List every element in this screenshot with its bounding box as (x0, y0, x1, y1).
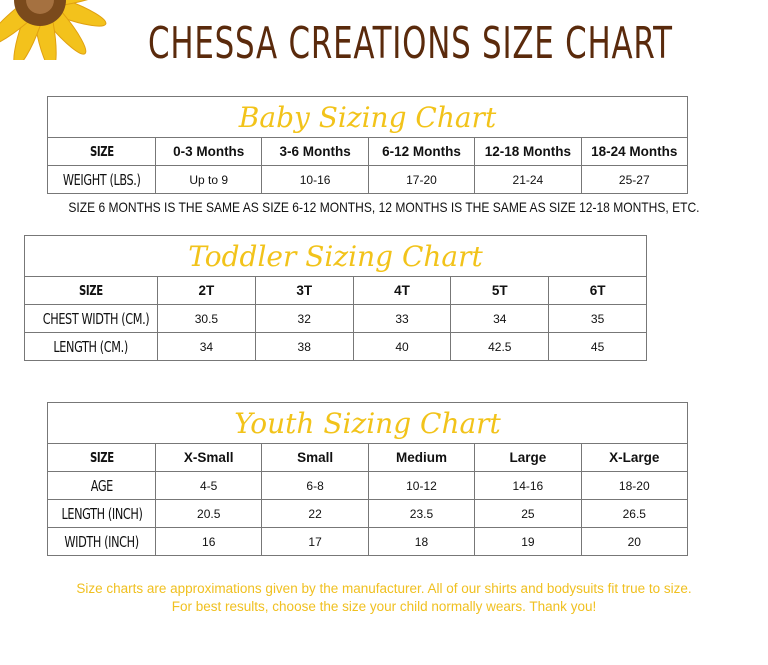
table-row: AGE 4-5 6-8 10-12 14-16 18-20 (47, 471, 689, 500)
table-cell: 25-27 (580, 165, 689, 194)
table-cell: 10-16 (261, 165, 369, 194)
table-cell: 38 (254, 332, 354, 361)
row-label-text: LENGTH (CM.) (53, 337, 129, 356)
row-label-text: LENGTH (INCH) (61, 504, 143, 523)
table-cell: 26.5 (580, 499, 689, 528)
sunflower-image (0, 0, 110, 60)
table-row: WEIGHT (LBS.) Up to 9 10-16 17-20 21-24 25-27 (47, 165, 689, 194)
youth-size-table: Youth Sizing Chart SIZE X-Small Small Medium… (47, 402, 689, 556)
table-cell: Small (261, 443, 369, 472)
table-cell: X-Large (580, 443, 689, 472)
page-title: CHESSA CREATIONS SIZE CHART (148, 18, 673, 69)
table-cell: 6T (548, 276, 647, 305)
size-note-text: SIZE 6 MONTHS IS THE SAME AS SIZE 6-12 M… (68, 199, 700, 215)
row-label: SIZE (24, 276, 158, 305)
table-cell: 3T (254, 276, 354, 305)
table-caption: Youth Sizing Chart (47, 402, 688, 444)
table-cell: 4-5 (154, 471, 263, 500)
table-row: WIDTH (INCH) 16 17 18 19 20 (47, 527, 689, 556)
table-cell: 32 (254, 304, 354, 333)
row-label-text: WEIGHT (LBS.) (62, 170, 141, 189)
footer-line-2: For best results, choose the size your c… (171, 599, 597, 614)
row-label: SIZE (47, 443, 156, 472)
row-label: LENGTH (CM.) (24, 332, 158, 361)
table-cell: 3-6 Months (261, 137, 369, 166)
table-cell: 2T (157, 276, 256, 305)
table-cell: 18-20 (580, 471, 689, 500)
row-label-text: SIZE (89, 143, 114, 160)
table-cell: 14-16 (474, 471, 582, 500)
footer-line-1: Size charts are approximations given by … (76, 581, 692, 596)
header-row: SIZE 0-3 Months 3-6 Months 6-12 Months 12-18… (47, 137, 689, 166)
table-cell: 6-8 (261, 471, 369, 500)
table-cell: X-Small (154, 443, 263, 472)
baby-size-table: Baby Sizing Chart SIZE 0-3 Months 3-6 Month… (47, 96, 689, 194)
table-caption: Baby Sizing Chart (47, 96, 688, 138)
table-cell: 20.5 (154, 499, 263, 528)
table-cell: 17-20 (367, 165, 476, 194)
table-cell: 4T (352, 276, 452, 305)
row-label-text: WIDTH (INCH) (64, 532, 139, 551)
table-cell: 30.5 (157, 304, 256, 333)
table-caption: Toddler Sizing Chart (24, 235, 647, 277)
table-cell: 21-24 (474, 165, 582, 194)
table-cell: 42.5 (450, 332, 550, 361)
table-cell: 16 (154, 527, 263, 556)
row-label: CHEST WIDTH (CM.) (24, 304, 158, 333)
table-cell: 34 (157, 332, 256, 361)
table-cell: 33 (352, 304, 452, 333)
table-cell: Up to 9 (154, 165, 263, 194)
table-cell: 45 (548, 332, 647, 361)
row-label-text: SIZE (79, 282, 103, 299)
table-cell: 5T (450, 276, 550, 305)
table-row: LENGTH (INCH) 20.5 22 23.5 25 26.5 (47, 499, 689, 528)
row-label: WIDTH (INCH) (47, 527, 156, 556)
toddler-size-table: Toddler Sizing Chart SIZE 2T 3T 4T 5T 6T CHEST … (24, 235, 647, 361)
table-cell: 19 (474, 527, 582, 556)
table-cell: Large (474, 443, 582, 472)
row-label: LENGTH (INCH) (47, 499, 156, 528)
table-row: CHEST WIDTH (CM.) 30.5 32 33 34 35 (24, 304, 647, 333)
table-cell: 40 (352, 332, 452, 361)
row-label: WEIGHT (LBS.) (47, 165, 156, 194)
table-cell: 22 (261, 499, 369, 528)
table-cell: 0-3 Months (154, 137, 263, 166)
row-label-text: SIZE (89, 449, 114, 466)
table-row: LENGTH (CM.) 34 38 40 42.5 45 (24, 332, 647, 361)
table-cell: 34 (450, 304, 550, 333)
header-row: SIZE 2T 3T 4T 5T 6T (24, 276, 647, 305)
table-cell: 25 (474, 499, 582, 528)
table-cell: 10-12 (367, 471, 476, 500)
header-row: SIZE X-Small Small Medium Large X-Large (47, 443, 689, 472)
row-label: AGE (47, 471, 156, 500)
table-cell: 6-12 Months (367, 137, 476, 166)
table-cell: 20 (580, 527, 689, 556)
row-label-text: CHEST WIDTH (CM.) (42, 309, 150, 328)
table-cell: 35 (548, 304, 647, 333)
row-label: SIZE (47, 137, 156, 166)
table-cell: 23.5 (367, 499, 476, 528)
table-cell: 12-18 Months (474, 137, 582, 166)
table-cell: 18 (367, 527, 476, 556)
table-cell: 17 (261, 527, 369, 556)
row-label-text: AGE (90, 476, 113, 495)
table-cell: Medium (367, 443, 476, 472)
table-cell: 18-24 Months (580, 137, 689, 166)
size-note: SIZE 6 MONTHS IS THE SAME AS SIZE 6-12 M… (0, 199, 768, 215)
